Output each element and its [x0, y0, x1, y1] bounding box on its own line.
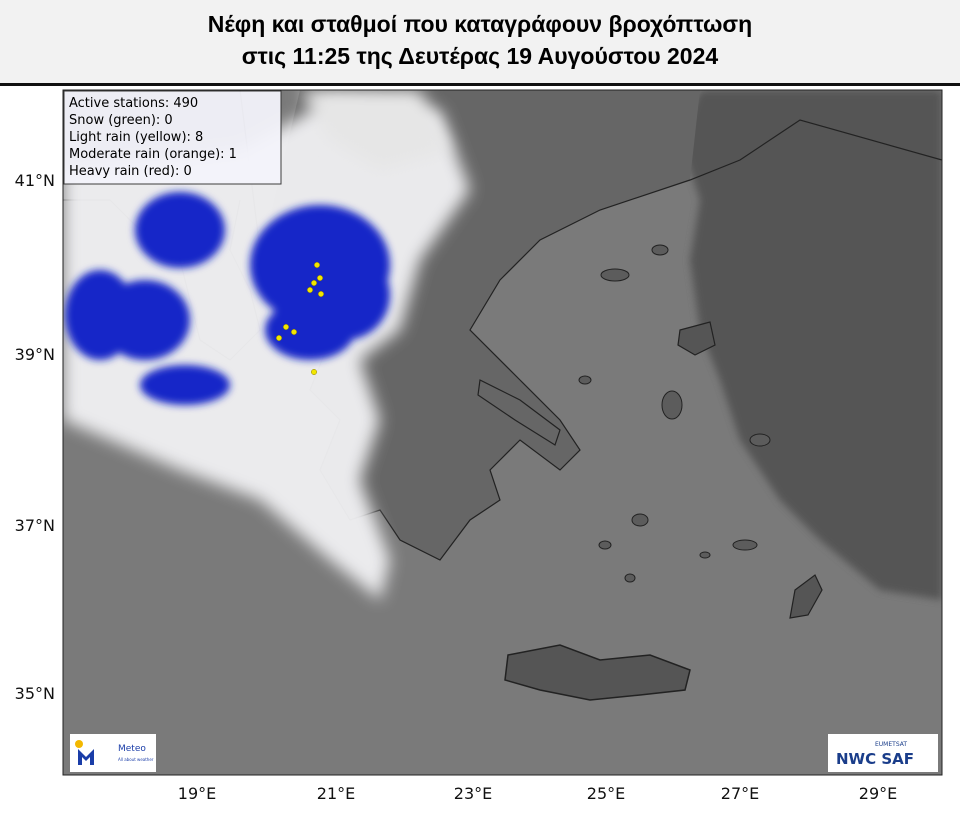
- legend: Active stations: 490 Snow (green): 0 Lig…: [63, 90, 282, 185]
- legend-entry: Moderate rain (orange): 1: [69, 147, 237, 162]
- lon-label: 25°E: [587, 784, 625, 803]
- lon-label: 23°E: [454, 784, 492, 803]
- lon-label: 27°E: [721, 784, 759, 803]
- lat-label: 39°N: [15, 345, 55, 364]
- legend-entry: Active stations: 490: [69, 96, 198, 111]
- meteo-logo: Meteo All about weather: [70, 734, 156, 772]
- logo-text: All about weather: [118, 757, 154, 762]
- title-line: στις 11:25 της Δευτέρας 19 Αυγούστου 202…: [241, 43, 719, 69]
- lon-label: 29°E: [859, 784, 897, 803]
- lon-label: 21°E: [317, 784, 355, 803]
- logo-text: NWC SAF: [836, 750, 914, 768]
- stations: [276, 262, 324, 375]
- map: [63, 90, 942, 775]
- nwcsaf-logo: EUMETSAT NWC SAF: [828, 734, 938, 772]
- legend-entry: Snow (green): 0: [69, 113, 173, 128]
- header: Νέφη και σταθμοί που καταγράφουν βροχόπτ…: [0, 0, 960, 86]
- lat-label: 41°N: [15, 171, 55, 190]
- logo-text: Meteo: [118, 744, 146, 754]
- lon-label: 19°E: [178, 784, 216, 803]
- logo-text: EUMETSAT: [875, 741, 907, 748]
- title-line: Νέφη και σταθμοί που καταγράφουν βροχόπτ…: [207, 11, 753, 37]
- legend-entry: Heavy rain (red): 0: [69, 164, 192, 179]
- legend-entry: Light rain (yellow): 8: [69, 130, 203, 145]
- lat-label: 37°N: [15, 516, 55, 535]
- lat-label: 35°N: [15, 684, 55, 703]
